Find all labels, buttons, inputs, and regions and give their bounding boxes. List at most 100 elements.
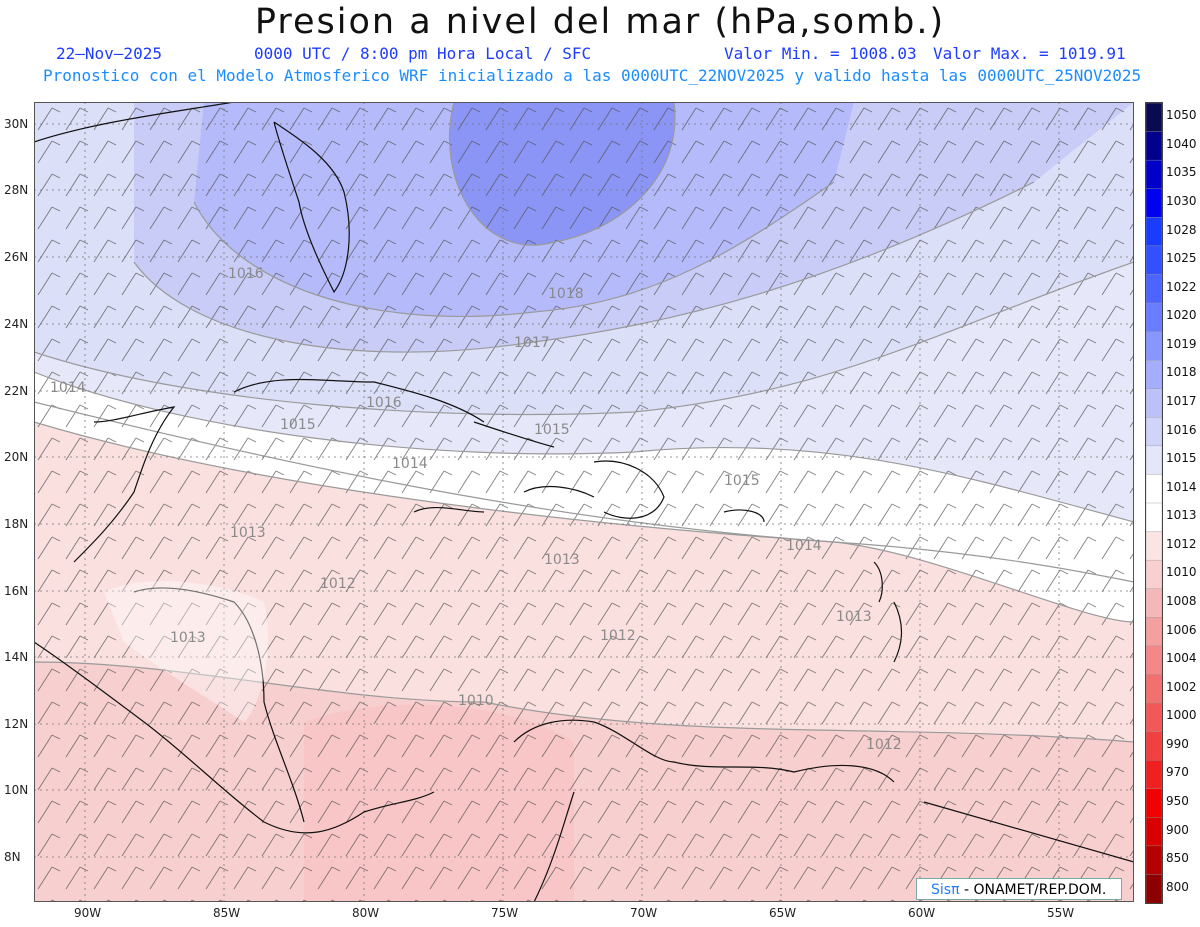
colorbar-level: 800	[1166, 879, 1189, 894]
colorbar-swatch	[1145, 674, 1163, 704]
colorbar-level: 1010	[1166, 565, 1197, 580]
colorbar-swatch	[1145, 245, 1163, 276]
contour-label: 1015	[724, 473, 760, 489]
colorbar-swatch	[1145, 359, 1163, 390]
time-label: 0000 UTC / 8:00 pm Hora Local / SFC	[254, 44, 592, 63]
colorbar-level: 1008	[1166, 594, 1197, 608]
contour-label: 1013	[170, 630, 206, 646]
colorbar-level: 1018	[1166, 365, 1197, 380]
colorbar-level: 1004	[1166, 651, 1197, 666]
lat-label: 20N	[4, 450, 29, 464]
lon-label: 85W	[213, 906, 241, 920]
colorbar-level: 1012	[1166, 536, 1197, 551]
contour-label: 1013	[836, 609, 872, 625]
colorbar-swatch	[1145, 559, 1163, 590]
colorbar-swatch	[1145, 331, 1163, 361]
colorbar-level: 1028	[1166, 222, 1197, 237]
lat-label: 14N	[4, 650, 29, 664]
colorbar-level: 1022	[1166, 279, 1197, 294]
max-value: Valor Max. = 1019.91	[933, 44, 1126, 63]
colorbar-swatch	[1145, 274, 1163, 304]
colorbar-swatch	[1145, 502, 1163, 533]
lat-label: 30N	[4, 117, 29, 131]
colorbar-level: 1006	[1166, 622, 1197, 637]
colorbar-swatch	[1145, 588, 1163, 618]
contour-label: 1010	[458, 693, 494, 709]
credit-org: - ONAMET/REP.DOM.	[959, 882, 1107, 898]
colorbar-swatch	[1145, 474, 1163, 504]
contour-label: 1012	[866, 737, 902, 753]
colorbar-level: 1016	[1166, 422, 1197, 437]
lon-label: 90W	[74, 906, 102, 920]
colorbar-swatch	[1145, 102, 1163, 133]
colorbar-swatch	[1145, 131, 1163, 161]
contour-label: 1012	[320, 576, 356, 592]
forecast-label: Pronostico con el Modelo Atmosferico WRF…	[43, 66, 1142, 85]
lat-label: 24N	[4, 317, 29, 331]
colorbar-swatch	[1145, 617, 1163, 647]
lat-label: 26N	[4, 250, 29, 264]
colorbar-level: 1030	[1166, 194, 1197, 208]
colorbar-swatch	[1145, 731, 1163, 761]
colorbar-swatch	[1145, 188, 1163, 218]
contour-label: 1016	[366, 395, 402, 411]
colorbar-swatch	[1145, 702, 1163, 733]
colorbar-level: 1000	[1166, 708, 1197, 723]
colorbar-level: 1017	[1166, 394, 1197, 408]
colorbar-level: 1050	[1166, 108, 1197, 123]
colorbar-swatch	[1145, 531, 1163, 561]
lon-label: 65W	[769, 906, 797, 920]
colorbar-level: 1025	[1166, 251, 1197, 266]
contour-label: 1014	[50, 380, 86, 396]
contour-label: 1013	[544, 552, 580, 568]
lon-label: 70W	[630, 906, 658, 920]
lat-label: 16N	[4, 584, 29, 598]
colorbar-level: 1015	[1166, 451, 1197, 466]
contour-label: 1018	[548, 286, 584, 302]
colorbar-swatch	[1145, 388, 1163, 418]
colorbar-swatch	[1145, 845, 1163, 876]
colorbar-level: 1040	[1166, 136, 1197, 151]
lat-label: 22N	[4, 384, 29, 398]
colorbar-level: 1019	[1166, 336, 1197, 351]
contour-label: 1014	[786, 538, 822, 554]
colorbar-level: 1013	[1166, 508, 1197, 523]
colorbar-swatch	[1145, 874, 1163, 904]
colorbar-level: 1035	[1166, 165, 1197, 180]
credit-box: Sisπ - ONAMET/REP.DOM.	[916, 878, 1122, 900]
colorbar-swatch	[1145, 417, 1163, 447]
colorbar-level: 1014	[1166, 479, 1197, 494]
colorbar-swatch	[1145, 159, 1163, 190]
lat-label: 18N	[4, 517, 29, 531]
colorbar-level: 850	[1166, 851, 1189, 866]
colorbar-level: 1020	[1166, 308, 1197, 323]
colorbar-level: 970	[1166, 765, 1189, 780]
pressure-colorbar	[1145, 102, 1163, 904]
contour-label: 1017	[514, 335, 550, 351]
colorbar-level: 950	[1166, 794, 1189, 808]
lon-label: 60W	[908, 906, 936, 920]
map-title: Presion a nivel del mar (hPa,somb.)	[254, 2, 946, 42]
date-label: 22—Nov—2025	[56, 44, 162, 63]
contour-label: 1013	[230, 525, 266, 541]
colorbar-swatch	[1145, 788, 1163, 818]
contour-label: 1015	[280, 417, 316, 433]
contour-label: 1016	[228, 266, 264, 282]
contour-label: 1015	[534, 422, 570, 438]
colorbar-swatch	[1145, 445, 1163, 476]
lon-label: 55W	[1047, 906, 1075, 920]
contour-label: 1014	[392, 456, 428, 472]
colorbar-level: 990	[1166, 736, 1189, 751]
min-value: Valor Min. = 1008.03	[724, 44, 917, 63]
colorbar-swatch	[1145, 217, 1163, 247]
lat-label: 8N	[4, 850, 21, 864]
lat-label: 10N	[4, 783, 29, 797]
lon-label: 75W	[491, 906, 519, 920]
brand-logo: Sisπ	[931, 882, 960, 898]
colorbar-swatch	[1145, 817, 1163, 847]
lat-label: 28N	[4, 183, 29, 197]
lat-label: 12N	[4, 717, 29, 731]
colorbar-swatch	[1145, 302, 1163, 333]
colorbar-swatch	[1145, 645, 1163, 676]
colorbar-level: 1002	[1166, 679, 1197, 694]
